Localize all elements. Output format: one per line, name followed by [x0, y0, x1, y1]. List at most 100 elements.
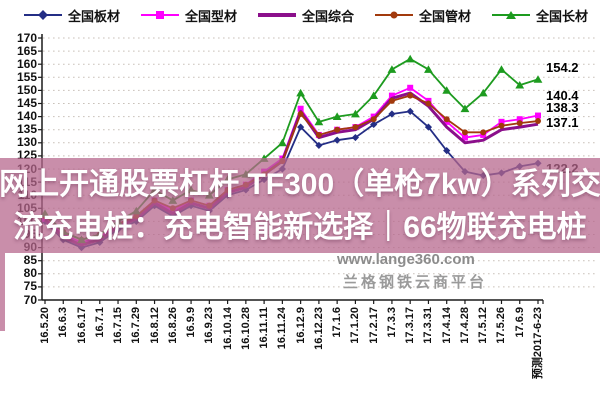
x-axis-label: 17.3.3: [385, 307, 398, 338]
x-axis-label: 16.10.28: [239, 307, 252, 350]
promo-text-overlay: 网上开通股票杠杆 TF300（单枪7kw）系列交 流充电桩：充电智能新选择｜66…: [0, 158, 600, 253]
y-axis-label: 160: [16, 56, 37, 71]
circle-marker-icon: [498, 122, 505, 129]
x-axis-label: 16.6.17: [75, 307, 88, 344]
promo-text-line1: 网上开通股票杠杆 TF300（单枪7kw）系列交: [0, 167, 600, 201]
x-axis-label: 16.12.9: [294, 307, 307, 344]
triangle-marker-icon: [515, 80, 525, 89]
legend-line-sample: [491, 11, 530, 19]
y-axis-label: 150: [16, 82, 37, 97]
x-axis-label: 17.5.12: [477, 307, 490, 344]
series-end-value-label: 138.3: [546, 100, 579, 115]
diamond-marker-icon: [388, 110, 396, 118]
y-axis-label: 165: [16, 43, 37, 58]
triangle-marker-icon: [405, 54, 415, 63]
y-axis-label: 75: [23, 279, 37, 294]
diamond-marker-icon: [351, 133, 360, 142]
circle-marker-icon: [535, 118, 541, 125]
circle-marker-icon: [334, 126, 341, 133]
square-marker-icon: [155, 11, 164, 19]
y-axis-label: 170: [16, 30, 37, 45]
triangle-marker-icon: [314, 117, 324, 126]
legend-label: 全国型材: [184, 8, 237, 24]
overlay-edge-artifact: [0, 253, 5, 331]
legend-label: 全国长材: [535, 8, 588, 24]
diamond-marker-icon: [333, 136, 341, 144]
diamond-marker-icon: [38, 10, 48, 20]
diamond-marker-icon: [443, 147, 451, 155]
circle-marker-icon: [370, 116, 377, 123]
triangle-marker-icon: [369, 91, 379, 100]
x-axis-label: 16.7.1: [93, 307, 106, 338]
x-axis-label: 16.6.3: [57, 307, 70, 338]
legend-item-plate: 全国板材: [24, 6, 120, 25]
square-marker-icon: [407, 84, 414, 91]
triangle-marker-icon: [533, 75, 543, 83]
x-axis-label: 16.7.29: [130, 307, 143, 344]
diamond-marker-icon: [315, 141, 323, 150]
x-axis-label: 预测2017-6-23: [532, 307, 544, 380]
x-axis-label: 16.9.23: [203, 307, 216, 344]
x-axis-label: 17.3.31: [422, 307, 435, 344]
y-axis-label: 155: [16, 69, 37, 84]
x-axis-label: 16.7.15: [112, 307, 125, 344]
y-axis-label: 70: [23, 292, 37, 307]
watermark-site-url: www.lange360.com: [337, 251, 475, 268]
x-axis-label: 16.11.24: [276, 307, 289, 350]
circle-marker-icon: [407, 92, 414, 99]
diamond-marker-icon: [406, 107, 414, 115]
watermark-platform-name: 兰格钢铁云商平台: [343, 274, 488, 291]
legend-line-sample: [374, 11, 413, 19]
square-marker-icon: [516, 116, 523, 123]
circle-marker-icon: [461, 129, 468, 136]
triangle-marker-icon: [478, 88, 488, 97]
triangle-marker-icon: [332, 112, 342, 120]
triangle-marker-icon: [505, 11, 516, 19]
circle-marker-icon: [297, 110, 304, 117]
triangle-marker-icon: [277, 138, 287, 147]
legend-label: 全国板材: [68, 8, 121, 24]
x-axis-label: 16.5.20: [39, 307, 51, 344]
legend-item-composite: 全国综合: [257, 6, 354, 25]
legend-line-sample: [24, 10, 62, 20]
y-axis-label: 145: [16, 96, 37, 110]
legend-label: 全国管材: [418, 8, 471, 24]
x-axis-label: 17.2.17: [367, 307, 380, 344]
legend-item-long: 全国长材: [491, 6, 588, 25]
x-axis-label: 16.10.14: [221, 307, 234, 350]
x-axis-label: 17.1.6: [331, 307, 344, 338]
x-axis-label: 17.1.20: [349, 307, 362, 344]
square-marker-icon: [535, 112, 541, 119]
triangle-marker-icon: [424, 65, 433, 73]
series-end-value-label: 154.2: [546, 60, 579, 75]
square-marker-icon: [297, 105, 304, 112]
y-axis-label: 135: [16, 122, 37, 137]
y-axis-label: 80: [23, 266, 37, 281]
x-axis-label: 16.12.23: [312, 307, 325, 350]
triangle-marker-icon: [296, 88, 306, 97]
triangle-marker-icon: [442, 86, 452, 94]
circle-marker-icon: [352, 124, 359, 131]
circle-marker-icon: [516, 120, 523, 127]
x-axis-label: 16.11.11: [258, 307, 271, 349]
x-axis-label: 17.6.9: [513, 307, 526, 338]
series-end-value-label: 137.1: [546, 115, 579, 130]
triangle-marker-icon: [387, 65, 397, 73]
x-axis-label: 17.3.17: [404, 307, 417, 344]
legend-line-sample: [257, 13, 296, 17]
x-axis-label: 16.8.26: [166, 307, 179, 344]
legend-label: 全国综合: [301, 8, 354, 24]
x-axis-label: 17.4.28: [458, 307, 471, 344]
diamond-marker-icon: [424, 123, 433, 131]
square-marker-icon: [461, 134, 468, 141]
x-axis-label: 17.5.26: [495, 307, 508, 344]
triangle-marker-icon: [460, 104, 470, 113]
chart-legend: 全国板材 全国型材 全国综合 全国管材 全国长材: [24, 5, 588, 25]
circle-marker-icon: [390, 11, 398, 19]
triangle-marker-icon: [351, 109, 360, 118]
legend-item-section: 全国型材: [140, 6, 237, 25]
circle-marker-icon: [443, 116, 450, 123]
triangle-marker-icon: [497, 65, 506, 73]
legend-line-sample: [140, 11, 179, 19]
square-marker-icon: [388, 92, 395, 99]
